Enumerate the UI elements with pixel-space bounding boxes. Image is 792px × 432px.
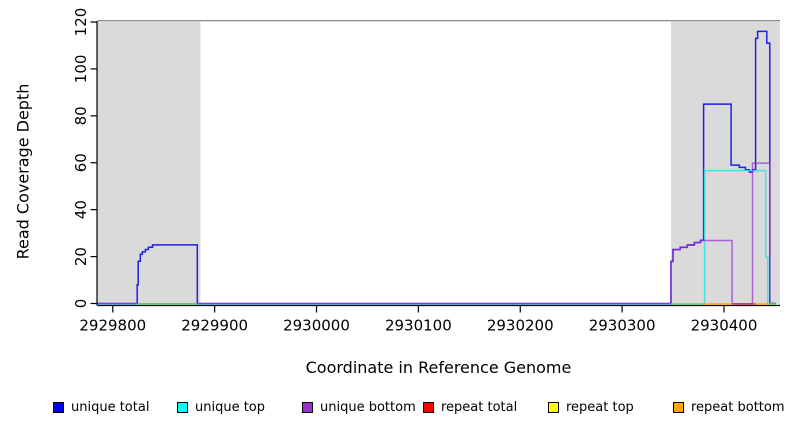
repeat-region-left: [97, 21, 201, 305]
x-axis-title: Coordinate in Reference Genome: [305, 358, 572, 377]
x-tick-label: 2929800: [79, 317, 146, 335]
x-tick-label: 2930300: [589, 317, 656, 335]
y-tick-label: 120: [72, 8, 90, 37]
y-tick-label: 80: [72, 106, 90, 125]
x-tick-label: 2930000: [283, 317, 350, 335]
series-unique-top: [97, 169, 776, 306]
y-tick-label: 0: [72, 299, 90, 309]
y-tick-label: 40: [72, 200, 90, 219]
x-tick-label: 2930100: [385, 317, 452, 335]
x-tick-label: 2930200: [487, 317, 554, 335]
y-tick-label: 60: [72, 153, 90, 172]
series-unique-bottom: [97, 162, 776, 305]
x-tick-label: 2930400: [691, 317, 758, 335]
y-axis-title: Read Coverage Depth: [13, 83, 33, 260]
y-tick-label: 100: [72, 55, 90, 84]
x-tick-label: 2929900: [181, 317, 248, 335]
y-tick-label: 20: [72, 247, 90, 266]
